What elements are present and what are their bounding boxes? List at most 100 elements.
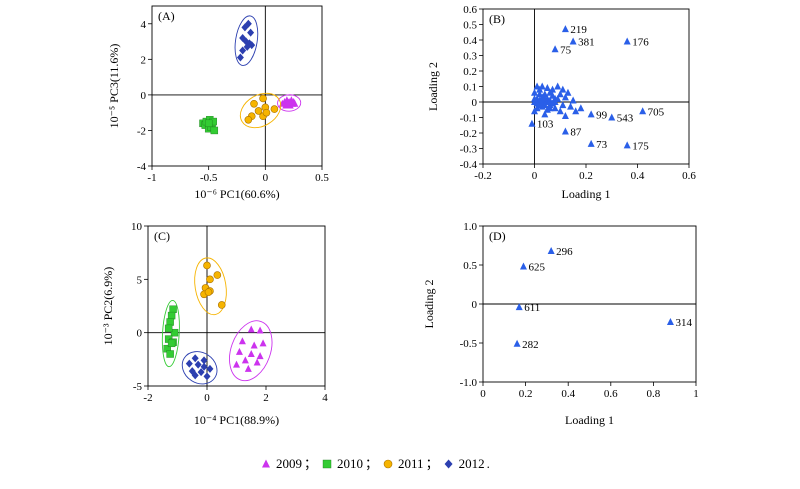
loading-point: [556, 107, 564, 115]
y-tick-label: -0.1: [460, 113, 477, 125]
point-2011: [244, 115, 253, 124]
point-2011: [262, 108, 271, 117]
point-2009: [235, 347, 243, 355]
point-2009: [244, 364, 252, 372]
y-tick-label: 0: [137, 328, 143, 340]
legend-marker-2009: [262, 459, 270, 468]
legend-separator: ；: [365, 456, 378, 472]
point-2009: [253, 358, 261, 366]
panel-a-scatter: -1 -0.5 0 0.5 -4 -2 0 2 4 (A) 10⁻⁶ PC1(60.6%) 10⁻⁵ …: [107, 5, 329, 201]
point-label-543: 543: [617, 113, 634, 125]
loading-point: [561, 111, 569, 119]
loading-point: [551, 104, 559, 112]
loading-point: [538, 82, 546, 90]
y-tick-label: -0.2: [460, 128, 477, 140]
y-tick-label: 0: [141, 90, 147, 102]
y-tick-label: 0.6: [463, 4, 477, 16]
ellipse-2009: [229, 320, 273, 382]
x-tick-label: 0.4: [631, 170, 645, 182]
loading-point: [541, 110, 549, 118]
loading-point-87: [561, 127, 569, 135]
point-label-73: 73: [596, 139, 608, 151]
point-label-296: 296: [556, 246, 573, 258]
point-2012: [241, 23, 249, 32]
point-2011: [204, 288, 213, 296]
loading-point: [533, 82, 541, 90]
point-2012: [200, 356, 208, 365]
point-label-625: 625: [528, 262, 545, 274]
point-label-175: 175: [632, 140, 649, 152]
loading-point-282: [513, 339, 521, 347]
point-2009: [256, 326, 264, 334]
point-label-705: 705: [648, 106, 665, 118]
y-tick-label: 0.5: [463, 20, 477, 32]
x-tick-label: 0: [204, 392, 210, 404]
x-tick-label: 0: [263, 172, 269, 184]
point-2011: [259, 94, 267, 103]
y-tick-label: 0.2: [463, 66, 477, 78]
x-tick-label: 4: [322, 392, 328, 404]
panel-label: (A): [158, 9, 175, 23]
point-2010: [204, 119, 213, 128]
y-tick-label: 0: [472, 97, 478, 109]
loading-point-176: [623, 37, 631, 45]
loading-point: [531, 88, 538, 96]
x-tick-label: -2: [143, 392, 152, 404]
loading-point: [569, 96, 577, 104]
x-tick-label: -0.5: [200, 172, 218, 184]
x-tick-label: 0.4: [561, 388, 575, 400]
ellipse-2011: [239, 92, 282, 129]
point-2012: [191, 354, 199, 363]
x-axis-label: 10⁻⁴ PC1(88.9%): [194, 413, 279, 427]
loading-point: [564, 88, 572, 96]
point-label-103: 103: [537, 119, 554, 131]
loading-point: [536, 90, 544, 98]
y-axis-label: Loading 2: [422, 280, 436, 329]
loading-point: [541, 101, 549, 109]
point-label-611: 611: [524, 302, 540, 314]
x-tick-label: 0.6: [604, 388, 618, 400]
point-label-381: 381: [578, 37, 595, 49]
legend-marker-2011: [383, 459, 393, 469]
point-label-314: 314: [675, 317, 692, 329]
point-2011: [203, 261, 211, 270]
point-2009: [259, 339, 267, 347]
point-label-176: 176: [632, 37, 649, 49]
point-2009: [256, 352, 264, 360]
point-2012: [236, 53, 244, 62]
loading-point: [577, 104, 585, 112]
panel-d-loadings: 0 0.2 0.4 0.6 0.8 1 -1.0 -0.5 0 0.5 1.0 (D) Loading …: [422, 221, 699, 427]
loading-point: [559, 101, 567, 109]
point-label-99: 99: [596, 109, 608, 121]
loading-point: [561, 93, 569, 101]
ellipse-2011: [194, 257, 227, 316]
y-axis-label: Loading 2: [426, 62, 440, 111]
y-tick-label: 0: [472, 299, 478, 311]
x-tick-label: 0.5: [315, 172, 329, 184]
legend-separator: ；: [304, 456, 317, 472]
y-tick-label: 4: [141, 19, 147, 31]
y-axis-label: 10⁻⁵ PC3(11.6%): [107, 44, 121, 129]
point-2010: [210, 126, 219, 135]
point-2010: [166, 318, 174, 326]
y-tick-label: -4: [137, 161, 147, 173]
y-tick-label: -5: [133, 381, 143, 393]
point-2009: [250, 341, 258, 349]
y-tick-label: 0.3: [463, 51, 477, 63]
panel-b-loadings: -0.2 0 0.2 0.4 0.6 -0.4 -0.3 -0.2 -0.1 0 0.1 0.2 0.3…: [426, 4, 696, 201]
panel-label: (D): [489, 229, 506, 243]
loading-point-103: [528, 119, 536, 127]
point-2011: [254, 107, 263, 115]
loading-point: [531, 107, 538, 115]
point-2012: [191, 371, 199, 380]
x-tick-label: -0.2: [474, 170, 491, 182]
ellipse-2012: [234, 15, 259, 66]
x-tick-label: 1: [693, 388, 699, 400]
point-2012: [247, 28, 255, 37]
point-2010: [170, 328, 179, 337]
point-2010: [164, 324, 173, 333]
point-2012: [206, 364, 214, 373]
point-2012: [203, 372, 211, 381]
panel-c-scatter: -2 0 2 4 -5 0 5 10 (C) 10⁻⁴ PC1(88.9%) 10⁻³ PC2(6.…: [101, 221, 328, 427]
loading-point-314: [666, 317, 674, 325]
